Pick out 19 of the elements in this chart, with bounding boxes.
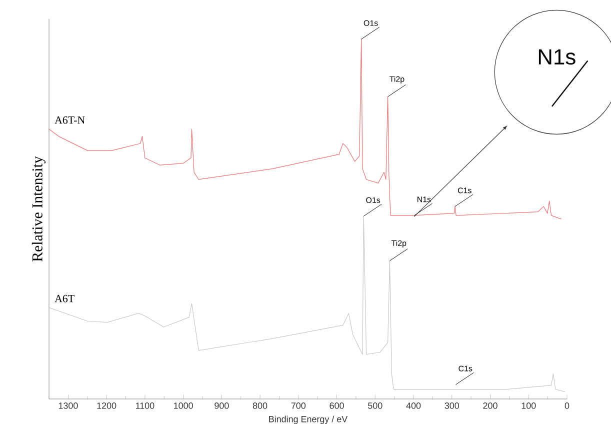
annotation: N1s bbox=[538, 49, 576, 65]
x-tick-label: 200 bbox=[483, 402, 498, 409]
x-axis-title: Binding Energy / eV bbox=[269, 416, 348, 424]
x-tick-label: 1200 bbox=[97, 402, 116, 409]
y-axis-title: Relative Intensity bbox=[32, 156, 46, 262]
x-tick-label: 800 bbox=[252, 402, 268, 409]
x-tick-label: 1100 bbox=[136, 402, 154, 409]
x-tick-label: 900 bbox=[214, 402, 229, 409]
x-tick-label: 0 bbox=[564, 402, 570, 409]
x-tick-label: 1300 bbox=[58, 402, 78, 409]
x-tick-label: 600 bbox=[330, 402, 344, 409]
x-tick-label: 500 bbox=[368, 402, 382, 409]
x-tick-label: 300 bbox=[444, 402, 460, 409]
x-tick-label: 100 bbox=[522, 402, 536, 409]
x-tick-label: 400 bbox=[406, 402, 421, 409]
x-tick-label: 700 bbox=[291, 402, 306, 409]
series-label: A6T bbox=[54, 294, 74, 302]
x-tick-label: 1000 bbox=[174, 402, 193, 409]
series-label: A6T-N bbox=[54, 116, 85, 124]
